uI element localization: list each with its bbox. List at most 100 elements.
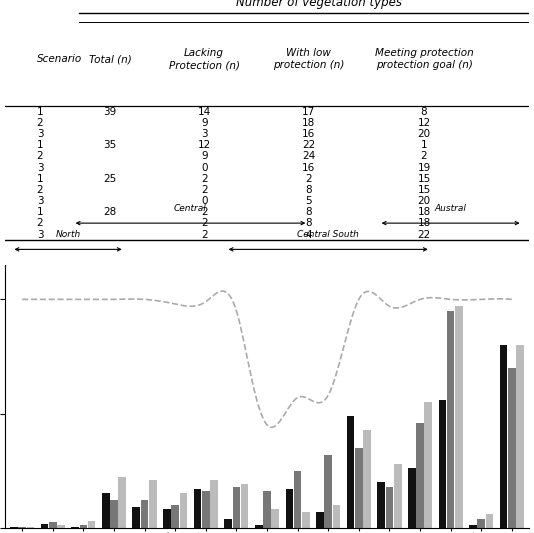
Text: 12: 12 [418,118,430,128]
Bar [110,500,118,528]
Text: 18: 18 [418,219,430,229]
Text: 2: 2 [201,174,208,184]
Bar [447,311,454,528]
Text: 14: 14 [198,107,211,117]
Bar [241,484,248,528]
Bar [302,512,310,528]
Text: 18: 18 [418,207,430,217]
Text: 0: 0 [201,196,207,206]
Bar [88,521,96,528]
Bar [363,430,371,528]
Text: 8: 8 [421,107,427,117]
Text: 18: 18 [302,118,316,128]
Text: Lacking
Protection (n): Lacking Protection (n) [169,49,240,70]
Bar [485,514,493,528]
Text: 1: 1 [37,107,43,117]
Text: Meeting protection
protection goal (n): Meeting protection protection goal (n) [375,49,473,70]
Text: 3: 3 [37,230,43,240]
Bar [500,345,507,528]
Bar [316,512,324,528]
Bar [508,368,516,528]
Text: 39: 39 [104,107,116,117]
Text: 1: 1 [421,140,427,150]
Text: 2: 2 [37,118,43,128]
Bar [171,505,179,528]
Text: 2: 2 [201,219,208,229]
Text: Central South: Central South [297,230,359,239]
Bar [149,480,156,528]
Bar [324,455,332,528]
Bar [57,526,65,528]
Text: 2: 2 [201,185,208,195]
Bar [210,480,218,528]
Bar [255,526,263,528]
Text: 8: 8 [305,185,312,195]
Text: Number of vegetation types: Number of vegetation types [237,0,402,10]
Bar [27,527,34,528]
Text: 19: 19 [418,163,430,173]
Text: 2: 2 [37,185,43,195]
Bar [102,494,109,528]
Bar [202,491,210,528]
Bar [455,306,462,528]
Bar [179,494,187,528]
Text: 3: 3 [37,129,43,139]
Text: Scenario: Scenario [37,54,82,64]
Text: 16: 16 [302,163,316,173]
Bar [80,526,87,528]
Bar [516,345,524,528]
Text: 25: 25 [104,174,116,184]
Text: 1: 1 [37,174,43,184]
Text: 1: 1 [37,140,43,150]
Text: 1: 1 [37,207,43,217]
Bar [416,423,424,528]
Text: 9: 9 [201,118,208,128]
Text: 8: 8 [305,207,312,217]
Bar [194,489,201,528]
Text: 0: 0 [201,163,207,173]
Bar [263,491,271,528]
Text: 17: 17 [302,107,316,117]
Text: 3: 3 [37,163,43,173]
Text: 2: 2 [305,174,312,184]
Text: 15: 15 [418,174,430,184]
Bar [141,500,148,528]
Text: 15: 15 [418,185,430,195]
Bar [477,519,485,528]
Bar [163,510,171,528]
Text: Austral: Austral [435,204,467,213]
Bar [18,527,26,528]
Text: 20: 20 [418,196,430,206]
Bar [132,507,140,528]
Bar [355,448,363,528]
Bar [119,478,126,528]
Text: Central: Central [174,204,207,213]
Bar [408,469,415,528]
Text: 3: 3 [201,129,208,139]
Text: 16: 16 [302,129,316,139]
Text: 2: 2 [201,230,208,240]
Text: 4: 4 [305,230,312,240]
Text: Total (n): Total (n) [89,54,131,64]
Bar [72,527,79,528]
Bar [49,522,57,528]
Text: 20: 20 [418,129,430,139]
Bar [386,487,393,528]
Bar [425,402,432,528]
Text: With low
protection (n): With low protection (n) [273,49,344,70]
Bar [233,487,240,528]
Text: 8: 8 [305,219,312,229]
Text: 5: 5 [305,196,312,206]
Bar [294,471,301,528]
Bar [333,505,340,528]
Text: 24: 24 [302,151,316,161]
Text: 22: 22 [302,140,316,150]
Bar [394,464,402,528]
Bar [41,524,49,528]
Text: 2: 2 [37,219,43,229]
Bar [438,400,446,528]
Text: 9: 9 [201,151,208,161]
Text: 2: 2 [201,207,208,217]
Text: 28: 28 [104,207,116,217]
Bar [469,526,477,528]
